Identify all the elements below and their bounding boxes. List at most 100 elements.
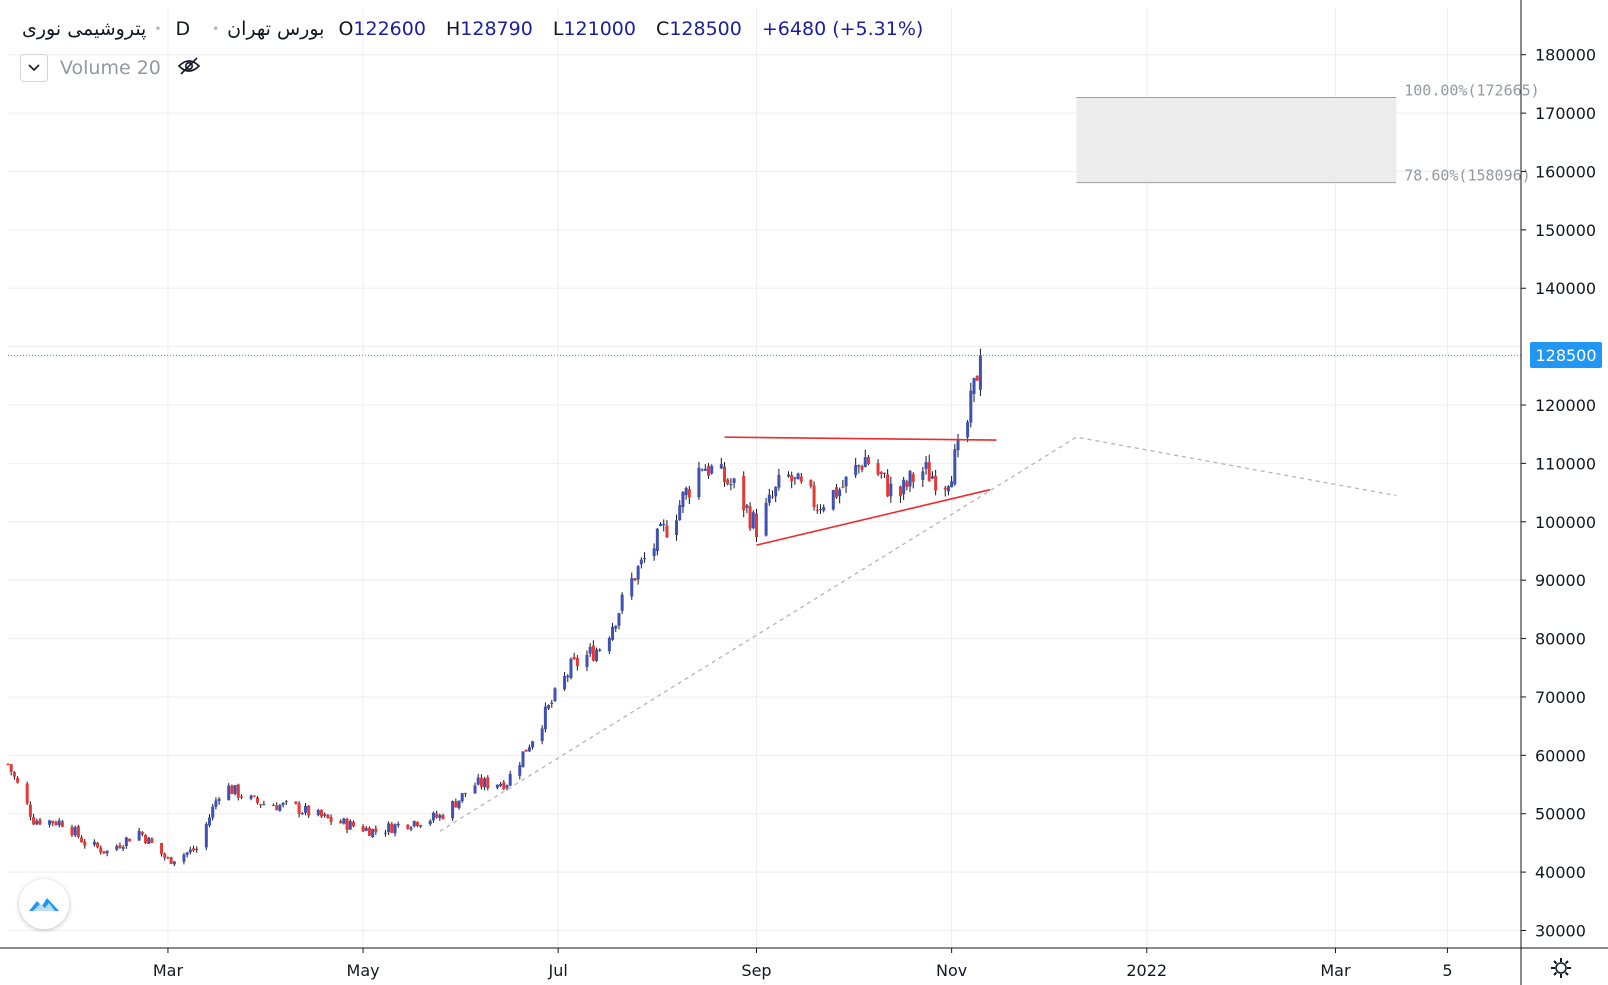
interval-label[interactable]: D [175,18,191,40]
candle-body [217,798,221,801]
price-tick-label: 140000 [1535,279,1596,298]
candle-body [105,850,109,854]
candle-body [83,841,87,846]
candle-body [796,473,800,480]
time-tick-label: Mar [153,961,184,980]
candle-body [102,851,106,854]
candle-body [697,467,701,498]
candle-body [361,826,365,832]
candle-body [227,785,231,800]
high-key: H [445,18,461,40]
projection-line [439,436,1397,832]
candle-body [723,466,727,483]
price-axis[interactable]: 30000 40000 50000 60000 70000 80000 90000 10000… [1521,46,1596,941]
candle-body [16,777,20,783]
candle-body [54,822,58,825]
candle-body [902,479,906,495]
candle-body [259,804,263,806]
candle-body [662,523,666,526]
candle-body [755,513,759,537]
candle-body [499,783,503,787]
volume-label[interactable]: Volume 20 [60,57,161,79]
trendline-support[interactable] [756,488,991,546]
gear-icon[interactable] [1548,955,1574,981]
candle-body [345,818,349,830]
candle-body [12,772,16,777]
candle-body [857,465,861,467]
candle-body [144,834,148,843]
high-value: 128790 [460,18,533,40]
candle-body [700,469,704,471]
candle-body [38,819,42,825]
candle-body [527,747,531,752]
candle-body [767,494,771,503]
candle-body [818,509,822,511]
symbol-name[interactable]: پتروشیمی نوری [22,18,147,40]
projection-path[interactable] [439,436,1397,832]
candle-body [678,505,682,521]
candle-body [620,594,624,611]
candle-body [588,646,592,654]
candle-body [92,841,96,845]
candle-body [703,468,707,471]
candle-body [486,777,490,789]
candle-body [374,828,378,833]
candle-body [531,741,535,748]
eye-off-icon[interactable] [177,56,201,81]
fib-zone[interactable] [1076,97,1397,183]
candle-body [681,492,685,508]
candle-body [316,810,320,816]
candle-body [793,477,797,479]
volume-indicator: Volume 20 [20,54,201,82]
price-tick-label: 50000 [1535,805,1586,824]
candle-body [57,820,61,826]
time-axis[interactable]: Mar May Jul Sep Nov 2022 Mar 5 [153,948,1453,980]
price-tick-label: 70000 [1535,688,1586,707]
time-tick-label: Mar [1320,961,1351,980]
candle-body [886,474,890,497]
candle-body [687,489,691,498]
candle-body [252,795,256,797]
time-tick-label: 2022 [1126,961,1167,980]
candle-body [281,802,285,806]
candle-body [262,803,266,806]
candle-body [889,483,893,497]
price-tick-label: 180000 [1535,46,1596,65]
candle-body [428,820,432,825]
candle-body [294,801,298,804]
chevron-down-icon[interactable] [20,54,48,82]
trendline-resistance[interactable] [724,436,997,441]
time-tick-label: Jul [548,961,568,980]
candle-body [655,528,659,552]
candle-body [25,783,29,804]
candle-body [854,464,858,476]
candle-body [473,785,477,794]
open-key: O [338,18,354,40]
tradingview-logo-icon[interactable] [19,879,69,929]
candles [6,348,982,867]
time-tick-label: 5 [1442,961,1452,980]
price-tick-label: 100000 [1535,513,1596,532]
time-tick-label: Sep [741,961,771,980]
candle-body [195,848,199,851]
candle-body [431,812,435,821]
candle-body [540,728,544,742]
candle-body [972,377,976,395]
candle-body [732,478,736,483]
candle-body [387,823,391,833]
candle-body [147,837,151,844]
candle-body [572,656,576,659]
candle-body [799,476,803,482]
last-price-label: 128500 [1530,342,1602,369]
candle-body [412,820,416,827]
trendlines[interactable] [724,436,997,546]
candle-body [6,763,10,765]
ohlc-values: O122600 H128790 L121000 C128500 +6480 (+… [338,18,923,40]
candle-body [521,751,525,767]
candle-body [166,857,170,859]
candle-body [978,355,982,390]
candle-body [882,472,886,474]
candle-body [770,496,774,498]
candle-body [930,476,934,479]
